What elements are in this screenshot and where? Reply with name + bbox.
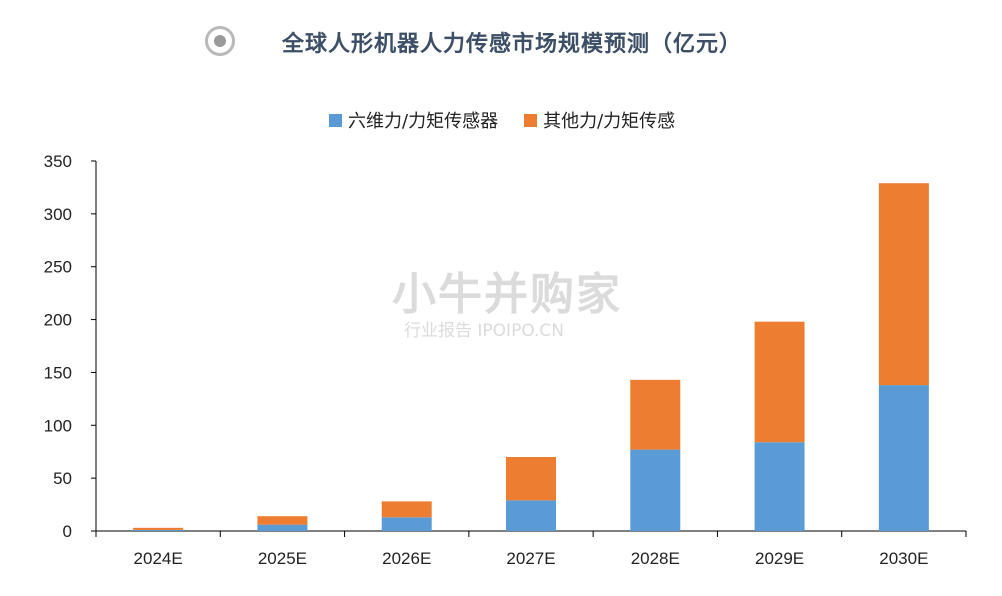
legend: 六维力/力矩传感器 其他力/力矩传感 <box>329 108 701 132</box>
y-tick-label: 100 <box>44 416 72 435</box>
y-tick-label: 350 <box>44 152 72 171</box>
legend-swatch-series-1 <box>329 113 342 127</box>
y-tick-label: 300 <box>44 205 72 224</box>
chart-title: 全球人形机器人力传感市场规模预测（亿元） <box>282 31 743 57</box>
bar-2-2024E <box>133 527 184 530</box>
bar-1-2027E <box>506 500 556 531</box>
legend-item-series-1: 六维力/力矩传感器 <box>329 107 498 133</box>
x-tick-label: 2025E <box>258 549 307 568</box>
bar-2-2027E <box>506 457 556 501</box>
bar-2-2030E <box>878 183 929 386</box>
x-tick-label: 2030E <box>879 549 928 568</box>
y-tick-label: 200 <box>44 311 72 330</box>
bar-1-2024E <box>133 529 184 531</box>
bar-2-2026E <box>381 501 432 518</box>
x-tick-label: 2026E <box>382 549 431 568</box>
radio-circle-icon <box>205 26 235 56</box>
x-tick-label: 2029E <box>755 549 804 568</box>
y-tick-label: 250 <box>44 258 72 277</box>
y-tick-label: 0 <box>63 522 72 541</box>
bar-2-2029E <box>754 321 805 443</box>
bar-1-2026E <box>381 517 432 531</box>
legend-label-series-1: 六维力/力矩传感器 <box>348 111 499 132</box>
x-tick-label: 2027E <box>506 549 555 568</box>
bar-1-2030E <box>878 385 929 531</box>
bar-2-2028E <box>630 379 681 450</box>
bar-1-2025E <box>257 524 308 531</box>
legend-item-series-2: 其他力/力矩传感 <box>524 107 675 133</box>
y-tick-label: 50 <box>53 469 72 488</box>
x-tick-label: 2028E <box>631 549 680 568</box>
legend-label-series-2: 其他力/力矩传感 <box>543 111 676 132</box>
chart-title-row: 全球人形机器人力传感市场规模预测（亿元） <box>0 22 1002 66</box>
bar-2-2025E <box>257 516 308 525</box>
bar-1-2028E <box>630 449 681 531</box>
legend-swatch-series-2 <box>524 113 538 127</box>
x-tick-label: 2024E <box>134 549 183 568</box>
y-tick-label: 150 <box>44 363 72 382</box>
bar-1-2029E <box>754 442 805 531</box>
